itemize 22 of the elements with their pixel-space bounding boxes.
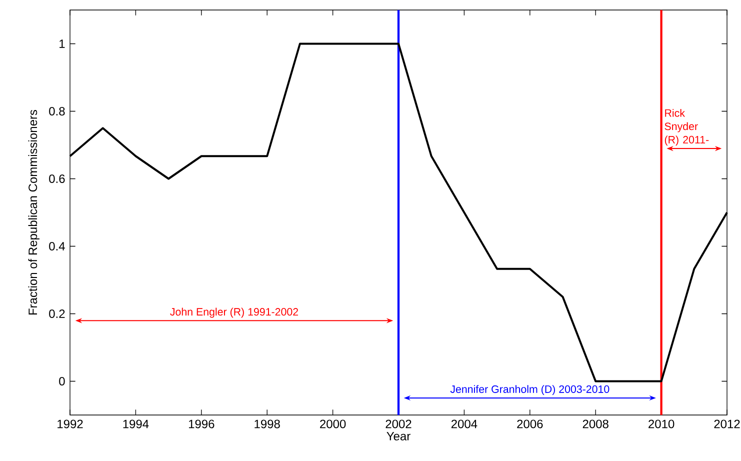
x-tick-label: 2006 bbox=[517, 420, 543, 428]
y-tick-label: 0.2 bbox=[49, 309, 65, 318]
x-tick-label: 1996 bbox=[188, 420, 214, 428]
annotation: Rick Snyder (R) 2011- bbox=[664, 108, 709, 146]
y-tick-label: 0.8 bbox=[49, 106, 65, 116]
x-tick-label: 2000 bbox=[320, 420, 346, 428]
annotation: John Engler (R) 1991-2002 bbox=[170, 308, 298, 318]
annotation: Jennifer Granholm (D) 2003-2010 bbox=[450, 385, 610, 396]
x-axis-title: Year bbox=[386, 432, 410, 440]
x-tick-label: 2012 bbox=[714, 420, 740, 428]
x-tick-label: 2010 bbox=[648, 420, 674, 428]
y-tick-label: 1 bbox=[60, 40, 65, 48]
y-tick-label: 0.4 bbox=[49, 242, 65, 251]
x-tick-label: 2008 bbox=[582, 420, 608, 428]
y-axis-title: Fraction of Republican Commissioners bbox=[28, 110, 40, 315]
x-tick-label: 2004 bbox=[451, 420, 478, 428]
x-tick-label: 1994 bbox=[123, 420, 149, 428]
x-tick-label: 1992 bbox=[58, 420, 83, 428]
y-tick-label: 0.6 bbox=[49, 174, 65, 184]
y-tick-label: 0 bbox=[59, 376, 65, 386]
x-tick-label: 1998 bbox=[254, 420, 280, 428]
x-tick-label: 2002 bbox=[386, 420, 412, 428]
